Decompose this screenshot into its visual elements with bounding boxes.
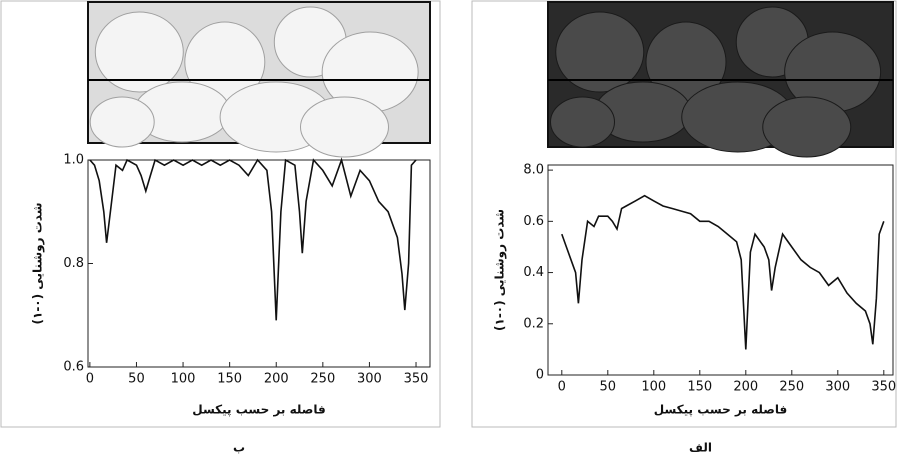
x-tick-label: 50 bbox=[128, 372, 145, 387]
y-tick-label: 1.0 bbox=[63, 153, 84, 168]
panel-caption: ب bbox=[233, 441, 245, 455]
panel-caption: الف bbox=[689, 441, 712, 455]
x-tick-label: 200 bbox=[733, 380, 758, 395]
x-tick-label: 100 bbox=[641, 380, 666, 395]
x-axis-label: فاصله بر حسب پیکسل bbox=[192, 403, 326, 417]
x-tick-label: 150 bbox=[217, 372, 242, 387]
stone bbox=[94, 11, 184, 93]
y-tick-label: 0 bbox=[536, 368, 544, 383]
x-axis-label: فاصله بر حسب پیکسل bbox=[654, 403, 788, 417]
y-tick-label: 0.4 bbox=[523, 265, 544, 280]
x-tick-label: 0 bbox=[86, 372, 94, 387]
x-tick-label: 100 bbox=[171, 372, 196, 387]
y-tick-label: 0.2 bbox=[523, 316, 544, 331]
stone bbox=[762, 96, 852, 158]
x-tick-label: 300 bbox=[357, 372, 382, 387]
x-tick-label: 50 bbox=[600, 380, 617, 395]
plot-frame bbox=[87, 159, 431, 368]
y-tick-label: 0.6 bbox=[523, 214, 544, 229]
stone bbox=[555, 11, 645, 93]
stone bbox=[300, 96, 389, 158]
y-axis-label: شدت روشنایی (۰-۱) bbox=[493, 209, 508, 331]
line bbox=[89, 157, 417, 321]
x-tick-label: 250 bbox=[310, 372, 335, 387]
x-tick-label: 200 bbox=[264, 372, 289, 387]
x-tick-label: 0 bbox=[558, 380, 566, 395]
x-tick-label: 300 bbox=[825, 380, 850, 395]
x-tick-label: 350 bbox=[871, 380, 896, 395]
y-tick-label: 8.0 bbox=[523, 163, 544, 178]
y-tick-label: 0.8 bbox=[63, 256, 84, 271]
x-tick-label: 150 bbox=[687, 380, 712, 395]
y-axis-label: شدت روشنایی (۰-۱) bbox=[31, 203, 46, 325]
stone bbox=[89, 96, 155, 148]
plot-frame bbox=[547, 164, 894, 376]
line bbox=[561, 194, 885, 350]
stone bbox=[550, 96, 615, 148]
x-tick-label: 250 bbox=[779, 380, 804, 395]
x-tick-label: 350 bbox=[404, 372, 429, 387]
y-tick-label: 0.6 bbox=[63, 360, 84, 375]
